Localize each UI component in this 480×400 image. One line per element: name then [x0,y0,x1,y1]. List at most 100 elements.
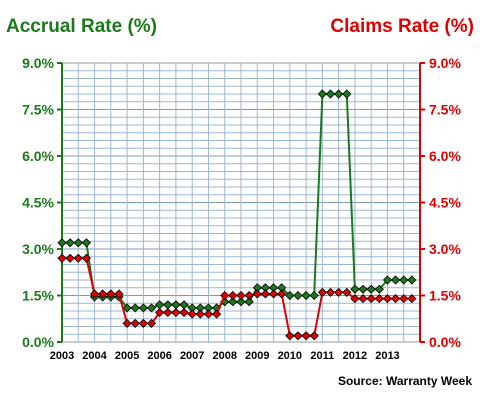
x-tick-label: 2007 [180,350,204,362]
left-y-tick-label: 6.0% [22,148,54,164]
left-y-tick-label: 4.5% [22,195,54,211]
claims-point [89,289,100,299]
accrual-point [309,290,319,301]
x-tick-label: 2011 [310,350,334,362]
claims-point [399,294,409,304]
claims-point [146,318,157,328]
right-y-tick-label: 6.0% [429,148,461,164]
claims-point [130,318,140,328]
left-axis-title: Accrual Rate (%) [6,16,157,37]
accrual-point [325,89,336,99]
claims-point [325,287,336,297]
claims-point [407,294,417,304]
accrual-point [301,290,311,301]
accrual-point [382,275,393,285]
claims-point [342,287,352,297]
accrual-point [138,303,148,313]
right-y-tick-label: 9.0% [429,55,461,71]
claims-point [236,290,246,301]
claims-point [98,289,108,299]
claims-point [277,289,287,299]
claims-point [212,309,222,319]
accrual-point [366,284,376,294]
accrual-point [228,297,238,307]
accrual-point [350,284,360,294]
claims-point [252,289,262,299]
claims-point [301,331,311,341]
claims-point [382,294,393,304]
claims-point [358,294,368,304]
claims-point [228,290,238,301]
claims-point [73,253,83,263]
accrual-point [391,275,401,285]
axes [57,62,425,343]
accrual-point [358,284,368,294]
claims-point [187,309,197,319]
accrual-point [399,275,409,285]
accrual-point [57,238,67,248]
accrual-point [334,89,344,99]
accrual-point [342,89,352,99]
claims-point [317,287,327,297]
claims-point [122,318,132,328]
x-tick-labels: 2003 2004 2005 2006 2007 2008 2009 2010 2011 2012… [50,350,400,362]
right-y-tick-label: 7.5% [429,102,461,118]
right-axis-title: Claims Rate (%) [330,16,474,37]
x-tick-label: 2008 [212,350,236,362]
claims-point [138,318,148,328]
left-y-tick-label: 1.5% [22,288,54,304]
claims-point [114,289,124,299]
claims-point [57,253,67,263]
accrual-point [374,284,384,294]
x-tick-label: 2010 [278,350,302,362]
left-y-tick-label: 0.0% [22,334,54,350]
series [57,89,417,341]
left-y-tick-label: 9.0% [22,55,54,71]
accrual-point [81,238,91,248]
right-y-tick-label: 0.0% [429,334,461,350]
right-y-tick-label: 3.0% [429,241,461,257]
accrual-point [73,238,83,248]
claims-point [163,307,173,318]
source-note: Source: Warranty Week [338,374,472,388]
claims-point [293,331,303,341]
claims-point [155,307,165,318]
x-tick-label: 2009 [245,350,269,362]
accrual-point [317,89,327,99]
claims-point [65,253,75,263]
accrual-point [146,303,157,313]
claims-point [106,289,116,299]
claims-point [220,290,230,301]
left-y-tick-label: 3.0% [22,241,54,257]
accrual-point [130,303,140,313]
x-tick-label: 2013 [375,350,399,362]
accrual-point [293,290,303,301]
claims-point [350,294,360,304]
left-y-tick-label: 7.5% [22,102,54,118]
x-tick-label: 2003 [50,350,74,362]
accrual-point [244,297,254,307]
claims-point [309,331,319,341]
x-tick-label: 2004 [82,350,107,362]
right-y-tick-label: 4.5% [429,195,461,211]
accrual-point [285,290,295,301]
claims-point [244,290,254,301]
accrual-point [65,238,75,248]
claims-point [268,289,279,299]
x-tick-label: 2012 [343,350,367,362]
y-tick-labels: 0.0% 0.0% 1.5% 1.5% 3.0% 3.0% 4.5% 4.5% 6.0% 6.0%… [22,55,461,350]
accrual-point [236,297,246,307]
claims-point [391,294,401,304]
claims-point [260,289,270,299]
claims-point [179,307,189,318]
x-tick-label: 2005 [115,350,139,362]
claims-point [374,294,384,304]
claims-point [285,331,295,341]
claims-point [203,309,214,319]
claims-point [171,307,181,318]
claims-point [81,253,91,263]
x-tick-label: 2006 [147,350,171,362]
claims-series [57,253,417,341]
accrual-point [407,275,417,285]
